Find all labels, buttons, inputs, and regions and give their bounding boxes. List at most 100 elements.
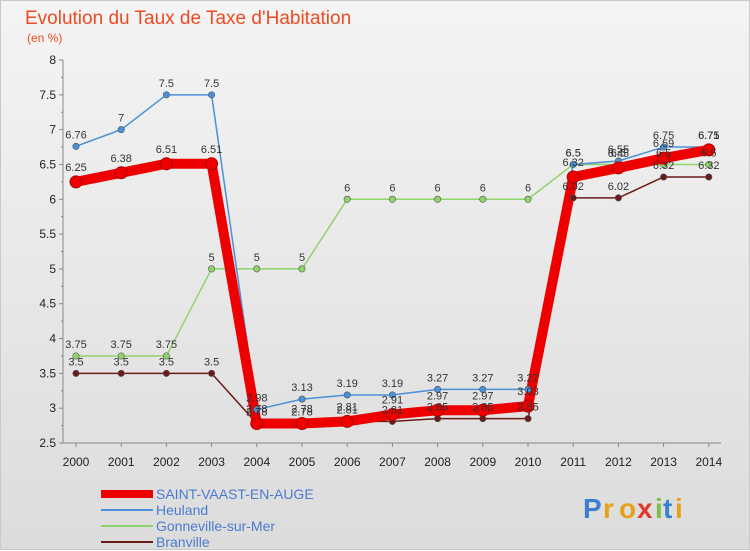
- logo-letter: t: [663, 493, 672, 524]
- data-label: 6.75: [653, 130, 674, 142]
- data-label: 2.91: [382, 394, 403, 406]
- chart-title: Evolution du Taux de Taxe d'Habitation: [25, 8, 351, 29]
- y-axis-ticks: 2.5 3 3.5 4 4.5 5 5.5 6 6.5 7 7.5 8: [39, 53, 63, 450]
- data-label: 6: [344, 182, 350, 194]
- data-label: 6.75: [698, 130, 719, 142]
- data-label: 3.13: [291, 382, 312, 394]
- x-tick-label: 2001: [108, 455, 135, 469]
- data-point: [162, 91, 170, 99]
- data-label: 6.02: [608, 181, 629, 193]
- data-label: 3.5: [159, 356, 174, 368]
- data-point: [298, 395, 306, 403]
- data-label: 7.5: [159, 78, 174, 90]
- y-tick-label: 3.5: [39, 366, 56, 380]
- x-tick-label: 2013: [650, 455, 677, 469]
- data-point: [159, 157, 173, 171]
- series-points: [69, 91, 716, 431]
- x-axis-ticks: 2000 2001 2002 2003 2004 2005 2006 2007 2008 2009…: [63, 443, 722, 469]
- data-label: 6.55: [608, 144, 629, 156]
- x-tick-label: 2000: [63, 455, 90, 469]
- data-point: [72, 142, 80, 150]
- legend-label: SAINT-VAAST-EN-AUGE: [156, 486, 314, 502]
- data-label: 6: [435, 182, 441, 194]
- data-point: [72, 369, 80, 377]
- x-tick-label: 2011: [560, 455, 586, 469]
- data-label: 6.5: [611, 147, 626, 159]
- data-point: [660, 173, 668, 181]
- data-point: [705, 160, 713, 168]
- data-label: 3.5: [204, 356, 219, 368]
- chart-subtitle: (en %): [27, 31, 62, 45]
- data-label: 5: [209, 252, 215, 264]
- data-point: [705, 173, 713, 181]
- x-tick-label: 2007: [379, 455, 406, 469]
- data-point: [208, 369, 216, 377]
- data-point: [569, 194, 577, 202]
- data-point: [208, 91, 216, 99]
- logo-letter: o: [619, 493, 636, 524]
- data-label: 2.81: [336, 404, 357, 416]
- x-tick-label: 2012: [605, 455, 632, 469]
- data-label: 6.76: [65, 129, 86, 141]
- data-point: [388, 195, 396, 203]
- data-point: [476, 403, 490, 417]
- data-point: [117, 126, 125, 134]
- data-point: [72, 352, 80, 360]
- data-point: [340, 414, 354, 428]
- legend-label: Heuland: [156, 502, 208, 518]
- data-point: [524, 195, 532, 203]
- data-label: 6.32: [562, 157, 583, 169]
- data-label: 2.85: [472, 402, 493, 414]
- logo-letter: x: [637, 493, 653, 524]
- data-label: 6.25: [65, 162, 86, 174]
- data-label: 2.78: [246, 404, 267, 416]
- data-point: [208, 265, 216, 273]
- y-tick-label: 6: [49, 192, 56, 206]
- data-label: 2.97: [472, 390, 493, 402]
- data-label: 2.78: [246, 407, 267, 419]
- y-tick-label: 7.5: [39, 88, 56, 102]
- y-tick-label: 3: [49, 401, 56, 415]
- data-label: 3.03: [517, 386, 538, 398]
- data-label: 3.19: [382, 378, 403, 390]
- data-point: [114, 166, 128, 180]
- data-label: 2.81: [336, 401, 357, 413]
- data-label: 6.02: [562, 181, 583, 193]
- data-point: [702, 143, 716, 157]
- data-point: [434, 195, 442, 203]
- data-label: 3.27: [517, 372, 538, 384]
- y-tick-label: 5: [49, 262, 56, 276]
- data-point: [479, 195, 487, 203]
- y-tick-label: 8: [49, 53, 56, 67]
- data-point: [343, 195, 351, 203]
- x-tick-label: 2003: [198, 455, 225, 469]
- data-label: 6.38: [110, 153, 131, 165]
- data-point: [524, 415, 532, 423]
- data-point: [298, 265, 306, 273]
- data-label: 6.45: [608, 148, 629, 160]
- data-point: [521, 399, 535, 413]
- data-point: [253, 406, 261, 414]
- logo-letter: i: [655, 493, 663, 524]
- data-point: [660, 143, 668, 151]
- data-label: 2.97: [427, 390, 448, 402]
- y-tick-label: 2.5: [39, 436, 56, 450]
- data-point: [566, 170, 580, 184]
- data-label: 3.5: [114, 356, 129, 368]
- data-point: [162, 369, 170, 377]
- data-label: 6.71: [698, 130, 719, 142]
- data-point: [253, 265, 261, 273]
- data-point: [479, 385, 487, 393]
- data-label: 3.75: [65, 339, 86, 351]
- data-label: 6.5: [701, 147, 716, 159]
- data-label: 6.32: [653, 160, 674, 172]
- data-point: [343, 391, 351, 399]
- data-label: 2.78: [291, 407, 312, 419]
- data-point: [388, 391, 396, 399]
- data-point: [434, 385, 442, 393]
- x-tick-label: 2006: [334, 455, 361, 469]
- data-label: 2.98: [246, 393, 267, 405]
- x-tick-label: 2002: [153, 455, 180, 469]
- data-label: 7.5: [204, 78, 219, 90]
